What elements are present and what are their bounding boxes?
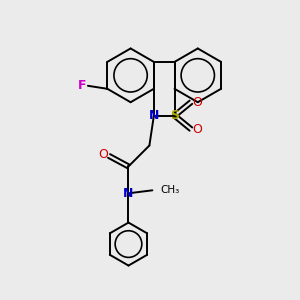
Text: CH₃: CH₃: [161, 185, 180, 195]
Text: O: O: [193, 123, 202, 136]
Text: O: O: [193, 96, 202, 109]
Text: N: N: [149, 109, 159, 122]
Text: O: O: [98, 148, 108, 161]
Text: N: N: [123, 187, 134, 200]
Text: S: S: [170, 109, 179, 122]
Text: F: F: [78, 79, 86, 92]
